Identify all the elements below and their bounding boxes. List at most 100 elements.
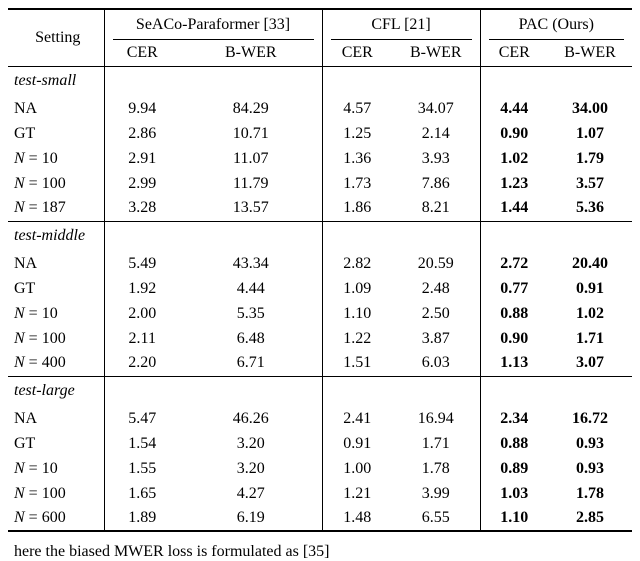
empty-cell	[479, 65, 549, 96]
value-cell: 1.25	[321, 121, 393, 146]
empty-cell	[548, 65, 633, 96]
value-cell: 8.21	[421, 199, 450, 217]
setting-column-header: Setting	[8, 9, 104, 67]
value-cell: 5.47	[103, 406, 180, 431]
value-cell: 9.94	[103, 96, 180, 121]
table-row: N = 10 2.91 11.07 1.36 3.93 1.02 1.79	[8, 146, 632, 171]
table-row: GT 1.54 3.20 0.91 1.71 0.88 0.93	[8, 431, 632, 456]
section-title-row: test-middle	[8, 220, 633, 251]
pac-cer-header: CER	[479, 40, 549, 67]
value-cell: 4.44	[479, 96, 549, 121]
value-cell: 3.20	[236, 434, 265, 452]
table-row: N = 187 3.28 13.57 1.86 8.21 1.44 5.36	[8, 196, 632, 221]
empty-cell	[103, 375, 180, 406]
value-cell: 34.07	[417, 99, 454, 117]
empty-cell	[479, 220, 549, 251]
setting-cell: GT	[14, 434, 36, 452]
setting-cell: N = 10	[14, 304, 58, 322]
empty-cell	[392, 220, 481, 251]
table-row: N = 400 2.20 6.71 1.51 6.03 1.13 3.07	[8, 351, 632, 376]
setting-cell: N = 10	[14, 459, 58, 477]
math-variable: N	[14, 509, 25, 526]
setting-cell: NA	[14, 409, 38, 427]
table-row: N = 600 1.89 6.19 1.48 6.55 1.10 2.85	[8, 506, 632, 531]
group-header-cfl: CFL [21]	[321, 9, 481, 40]
value-cell: 1.00	[321, 456, 393, 481]
math-variable: N	[14, 304, 25, 322]
value-cell: 1.54	[103, 431, 180, 456]
value-cell: 6.03	[421, 354, 450, 372]
value-cell: 1.79	[576, 149, 605, 167]
value-cell: 1.71	[576, 329, 605, 347]
value-cell: 1.55	[103, 456, 180, 481]
value-cell: 1.10	[479, 506, 549, 531]
value-cell: 7.86	[421, 174, 450, 192]
table-row: NA 5.49 43.34 2.82 20.59 2.72 20.40	[8, 251, 632, 276]
value-cell: 2.72	[479, 251, 549, 276]
value-cell: 1.78	[576, 484, 605, 502]
value-cell: 2.99	[103, 171, 180, 196]
setting-cell: N = 10	[14, 149, 58, 167]
value-cell: 1.44	[479, 196, 549, 221]
value-cell: 3.20	[236, 459, 265, 477]
value-cell: 2.50	[421, 304, 450, 322]
value-cell: 2.48	[421, 279, 450, 297]
math-variable: N	[14, 174, 25, 192]
value-cell: 6.19	[236, 509, 265, 526]
setting-cell: N = 187	[14, 199, 66, 217]
pac-bwer-header: B-WER	[548, 40, 633, 67]
group-header-seaco-paraformer: SeACo-Paraformer [33]	[103, 9, 323, 40]
section-title-row: test-small	[8, 65, 633, 96]
setting-cell: GT	[14, 279, 36, 297]
value-cell: 16.94	[417, 409, 454, 427]
value-cell: 1.03	[479, 481, 549, 506]
math-variable: N	[14, 459, 25, 477]
setting-cell: NA	[14, 254, 38, 272]
table-row: N = 100 2.11 6.48 1.22 3.87 0.90 1.71	[8, 326, 632, 351]
value-cell: 5.49	[103, 251, 180, 276]
group-header-row: Setting SeACo-Paraformer [33] CFL [21] P…	[8, 9, 633, 67]
value-cell: 5.36	[576, 199, 605, 217]
value-cell: 2.00	[103, 301, 180, 326]
value-cell: 46.26	[232, 409, 269, 427]
value-cell: 11.07	[233, 149, 269, 167]
value-cell: 2.11	[103, 326, 180, 351]
section-title: test-middle	[8, 220, 104, 251]
value-cell: 1.73	[321, 171, 393, 196]
value-cell: 4.27	[236, 484, 265, 502]
empty-cell	[180, 375, 323, 406]
value-cell: 1.92	[103, 276, 180, 301]
value-cell: 1.36	[321, 146, 393, 171]
value-cell: 16.72	[572, 409, 609, 427]
value-cell: 6.55	[421, 509, 450, 526]
setting-cell: N = 400	[14, 354, 66, 372]
value-cell: 20.59	[417, 254, 454, 272]
math-variable: N	[14, 329, 25, 347]
cfl-bwer-header: B-WER	[392, 40, 481, 67]
value-cell: 1.23	[479, 171, 549, 196]
empty-cell	[479, 375, 549, 406]
section-title: test-small	[8, 65, 104, 96]
sub-header-row: CER B-WER CER B-WER CER B-WER	[8, 40, 633, 67]
value-cell: 3.93	[421, 149, 450, 167]
math-variable: N	[14, 199, 25, 217]
value-cell: 43.34	[232, 254, 269, 272]
math-variable: N	[14, 484, 25, 502]
value-cell: 3.57	[576, 174, 605, 192]
value-cell: 2.86	[103, 121, 180, 146]
empty-cell	[103, 65, 180, 96]
value-cell: 11.79	[233, 174, 269, 192]
value-cell: 1.78	[421, 459, 450, 477]
setting-cell: N = 100	[14, 484, 66, 502]
value-cell: 1.22	[321, 326, 393, 351]
group-header-pac: PAC (Ours)	[479, 9, 633, 40]
empty-cell	[321, 375, 393, 406]
value-cell: 10.71	[232, 124, 269, 142]
value-cell: 2.91	[103, 146, 180, 171]
value-cell: 1.65	[103, 481, 180, 506]
value-cell: 0.90	[479, 326, 549, 351]
value-cell: 1.09	[321, 276, 393, 301]
value-cell: 1.13	[479, 351, 549, 376]
value-cell: 1.71	[421, 434, 450, 452]
value-cell: 1.07	[576, 124, 605, 142]
